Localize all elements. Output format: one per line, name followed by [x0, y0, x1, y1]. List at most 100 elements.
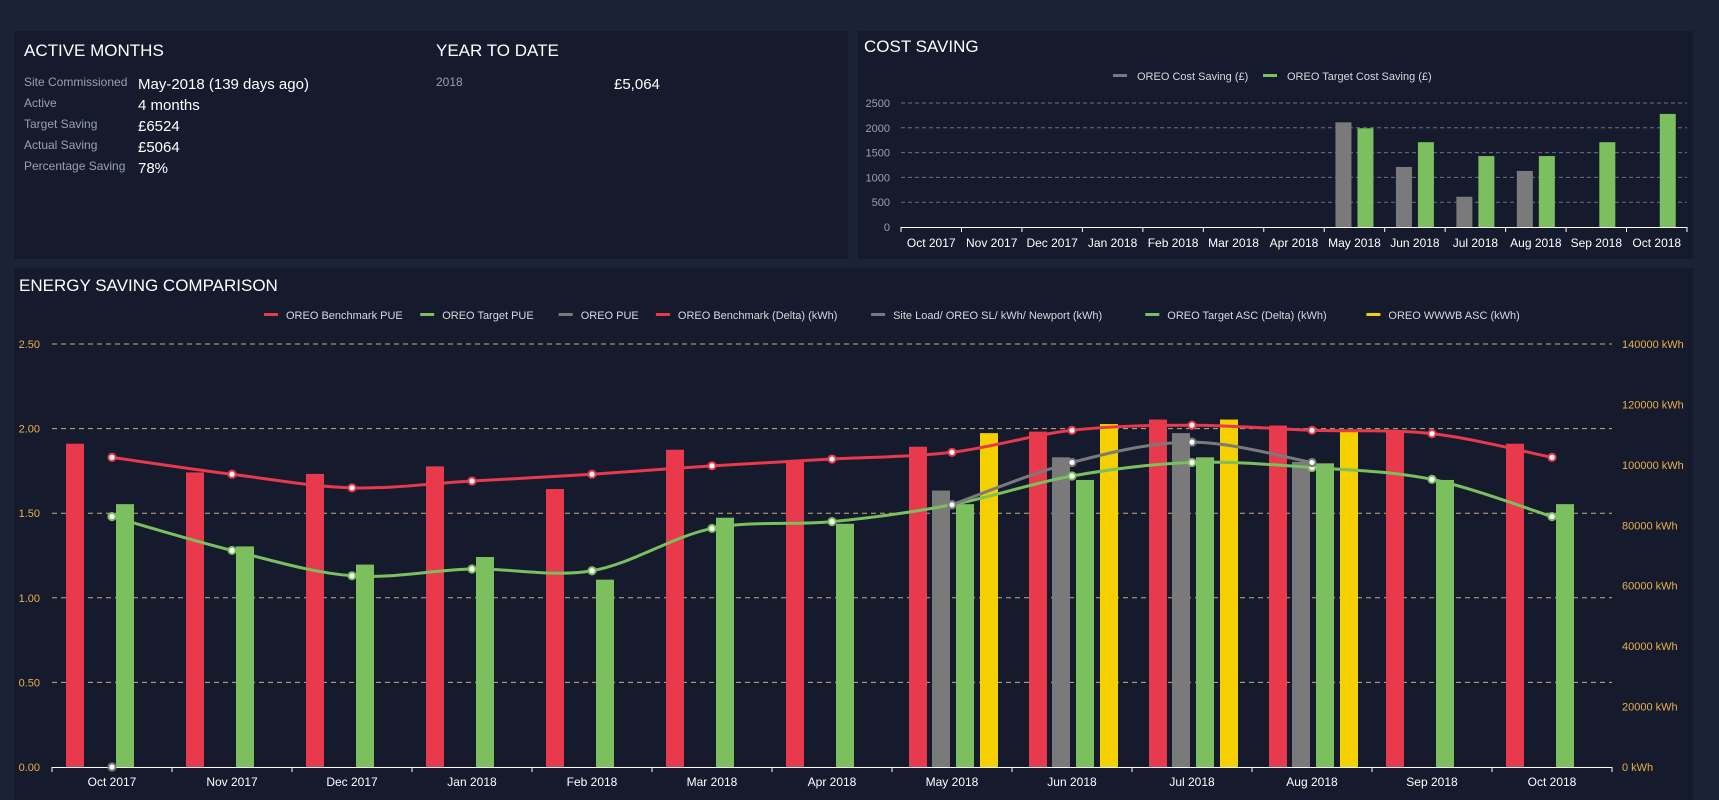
- energy-bar-oreo-wwwb-asc-kwh: [1100, 424, 1118, 767]
- active-value: 4 months: [138, 97, 200, 114]
- energy-xtick-label: Jun 2018: [1047, 775, 1097, 789]
- site-commissioned-label: Site Commissioned: [24, 75, 128, 89]
- energy-legend-label-oreo-target-asc-delta-kwh: OREO Target ASC (Delta) (kWh): [1167, 310, 1326, 322]
- energy-bar-oreo-target-asc-delta-kwh: [1556, 504, 1574, 767]
- energy-bar-oreo-wwwb-asc-kwh: [1220, 419, 1238, 767]
- target-saving-label: Target Saving: [24, 117, 98, 131]
- energy-ytick-left-label: 0.50: [19, 677, 40, 689]
- energy-point-oreo-target-pue: [1067, 471, 1077, 481]
- energy-legend-swatch-site-load-oreo-sl-kwh-newport-kwh: [871, 313, 886, 316]
- cost-saving-title: COST SAVING: [864, 37, 979, 56]
- energy-point-oreo-target-pue: [1547, 511, 1557, 522]
- energy-legend-swatch-oreo-wwwb-asc-kwh: [1366, 313, 1381, 316]
- energy-bar-oreo-benchmark-delta-kwh: [306, 473, 324, 767]
- energy-ytick-right-label: 20000 kWh: [1622, 702, 1678, 714]
- actual-saving-value: £5064: [138, 139, 180, 156]
- energy-bar-oreo-benchmark-delta-kwh: [786, 461, 804, 767]
- cost-bar-oreo-target-cost-saving: [1659, 113, 1676, 227]
- cost-bar-oreo-target-cost-saving: [1357, 128, 1374, 227]
- energy-point-oreo-benchmark-pue: [227, 469, 237, 479]
- energy-legend-swatch-oreo-benchmark-pue: [264, 313, 278, 316]
- energy-bar-site-load-oreo-sl-kwh-newport-kwh: [932, 490, 950, 767]
- energy-ytick-left-label: 2.00: [19, 424, 40, 436]
- energy-point-oreo-benchmark-pue: [1067, 425, 1077, 435]
- energy-xtick-label: May 2018: [926, 775, 979, 789]
- cost-xtick-label: Apr 2018: [1270, 236, 1319, 250]
- energy-bar-oreo-target-asc-delta-kwh: [476, 557, 494, 767]
- energy-bar-oreo-target-asc-delta-kwh: [116, 504, 134, 767]
- active-months-title: ACTIVE MONTHS: [24, 41, 164, 60]
- energy-legend-label-oreo-benchmark-pue: OREO Benchmark PUE: [286, 310, 403, 322]
- energy-xtick-label: Sep 2018: [1406, 775, 1458, 789]
- energy-bar-oreo-target-asc-delta-kwh: [1196, 457, 1214, 767]
- year-to-date-title: YEAR TO DATE: [436, 41, 559, 60]
- energy-xtick-label: Oct 2018: [1528, 775, 1577, 789]
- energy-ytick-right-label: 40000 kWh: [1622, 641, 1678, 653]
- energy-bar-oreo-benchmark-delta-kwh: [426, 466, 444, 767]
- energy-xtick-label: Oct 2017: [88, 775, 137, 789]
- cost-xtick-label: Sep 2018: [1571, 236, 1623, 250]
- energy-xtick-label: Aug 2018: [1286, 775, 1338, 789]
- energy-point-oreo-target-pue: [587, 566, 597, 576]
- energy-bar-oreo-benchmark-delta-kwh: [1386, 431, 1404, 767]
- energy-point-oreo-pue: [107, 762, 117, 772]
- cost-xtick-label: Oct 2018: [1632, 236, 1681, 250]
- energy-bar-oreo-benchmark-delta-kwh: [1269, 425, 1287, 767]
- cost-ytick-label: 2500: [866, 98, 890, 110]
- energy-point-oreo-benchmark-pue: [947, 447, 957, 457]
- cost-ytick-label: 500: [872, 197, 890, 209]
- energy-point-oreo-benchmark-pue: [1547, 452, 1557, 462]
- target-saving-value: £6524: [138, 118, 180, 135]
- energy-point-oreo-benchmark-pue: [587, 469, 597, 479]
- energy-bar-oreo-target-asc-delta-kwh: [836, 523, 854, 767]
- energy-saving-chart: OREO Benchmark PUE OREO Target PUE OREO PU…: [19, 310, 1684, 789]
- energy-bar-site-load-oreo-sl-kwh-newport-kwh: [1052, 457, 1070, 767]
- energy-point-oreo-target-pue: [467, 564, 477, 574]
- cost-xtick-label: Jul 2018: [1453, 236, 1499, 250]
- energy-point-oreo-benchmark-pue: [707, 461, 717, 471]
- energy-bar-oreo-target-asc-delta-kwh: [1076, 479, 1094, 767]
- energy-xtick-label: Mar 2018: [687, 775, 738, 789]
- energy-ytick-left-label: 1.50: [19, 508, 40, 520]
- energy-bar-oreo-target-asc-delta-kwh: [236, 546, 254, 767]
- energy-bar-site-load-oreo-sl-kwh-newport-kwh: [1292, 461, 1310, 767]
- energy-point-oreo-target-pue: [1187, 457, 1197, 468]
- energy-ytick-right-label: 140000 kWh: [1622, 339, 1684, 351]
- energy-ytick-right-label: 80000 kWh: [1622, 520, 1678, 532]
- energy-bar-oreo-benchmark-delta-kwh: [186, 472, 204, 767]
- cost-xtick-label: Jan 2018: [1088, 236, 1138, 250]
- energy-legend-label-oreo-pue: OREO PUE: [581, 310, 639, 322]
- energy-point-oreo-target-pue: [827, 517, 837, 527]
- cost-bar-oreo-cost-saving: [1516, 170, 1533, 227]
- energy-legend-label-oreo-benchmark-delta-kwh: OREO Benchmark (Delta) (kWh): [678, 310, 838, 322]
- energy-point-oreo-benchmark-pue: [827, 454, 837, 464]
- energy-bar-oreo-benchmark-delta-kwh: [546, 489, 564, 767]
- energy-xtick-label: Jul 2018: [1169, 775, 1215, 789]
- energy-legend-swatch-oreo-target-asc-delta-kwh: [1145, 313, 1160, 316]
- percentage-saving-label: Percentage Saving: [24, 159, 126, 173]
- energy-point-oreo-target-pue: [347, 571, 357, 581]
- energy-bar-oreo-benchmark-delta-kwh: [1506, 443, 1524, 767]
- energy-point-oreo-benchmark-pue: [1187, 420, 1197, 430]
- cost-xtick-label: Aug 2018: [1510, 236, 1562, 250]
- cost-xtick-label: Oct 2017: [907, 236, 956, 250]
- energy-bar-oreo-target-asc-delta-kwh: [596, 579, 614, 767]
- energy-ytick-left-label: 1.00: [19, 593, 40, 605]
- energy-ytick-left-label: 0.00: [19, 762, 40, 774]
- energy-point-oreo-benchmark-pue: [467, 476, 477, 486]
- cost-xtick-label: Dec 2017: [1026, 236, 1078, 250]
- energy-xtick-label: Feb 2018: [567, 775, 618, 789]
- cost-bar-oreo-target-cost-saving: [1417, 142, 1434, 227]
- energy-ytick-right-label: 100000 kWh: [1622, 460, 1684, 472]
- active-label: Active: [24, 96, 57, 110]
- energy-point-oreo-target-pue: [707, 523, 717, 534]
- cost-legend-label-oreo-cost-saving: OREO Cost Saving (£): [1137, 71, 1248, 83]
- cost-bar-oreo-target-cost-saving: [1538, 156, 1555, 227]
- energy-bar-oreo-benchmark-delta-kwh: [1149, 419, 1167, 767]
- cost-ytick-label: 1500: [866, 148, 890, 160]
- energy-bar-oreo-benchmark-delta-kwh: [666, 449, 684, 767]
- energy-xtick-label: Apr 2018: [808, 775, 857, 789]
- cost-xtick-label: Jun 2018: [1390, 236, 1440, 250]
- cost-bar-oreo-target-cost-saving: [1599, 142, 1616, 227]
- energy-point-oreo-pue: [1307, 457, 1317, 468]
